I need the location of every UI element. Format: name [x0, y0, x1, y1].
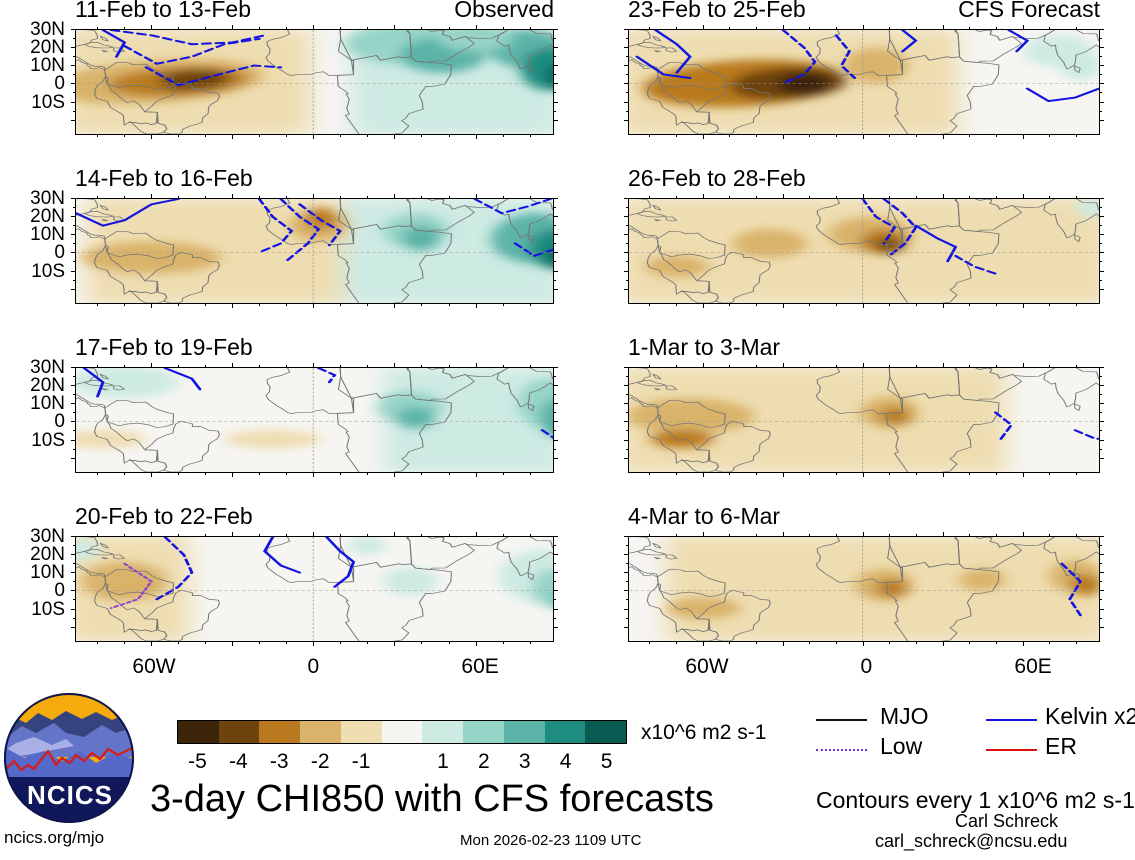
svg-text:NCICS: NCICS — [27, 780, 113, 810]
